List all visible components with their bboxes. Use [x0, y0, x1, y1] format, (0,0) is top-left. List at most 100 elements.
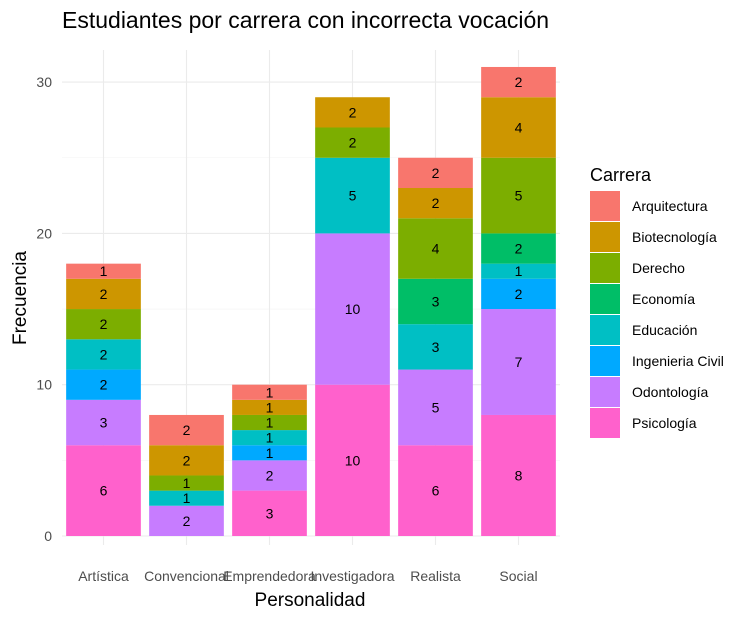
bar-segment — [149, 414, 224, 446]
bar-segment — [481, 157, 556, 234]
bar-stack: 2 11 2 2 — [149, 414, 224, 536]
bar-stack: 8 7 2 1 2 5 4 2 — [481, 66, 556, 536]
bar-value-label: 1 — [183, 490, 191, 506]
legend-label: Ingenieria Civil — [632, 353, 724, 369]
bar-stacks: 6322221211223211111101052265334228721254… — [66, 66, 556, 536]
legend-item: Psicología — [590, 408, 697, 438]
bar-segment — [66, 278, 141, 310]
bar-segment — [149, 505, 224, 536]
bar-segment — [232, 414, 307, 431]
bar-segment — [232, 445, 307, 461]
bar-value-label: 6 — [100, 483, 108, 499]
bar-segment — [481, 309, 556, 415]
legend-swatch — [590, 377, 620, 407]
bar-segment — [315, 127, 390, 158]
bar-segment — [149, 445, 224, 476]
bar-segment — [66, 263, 141, 279]
bar-value-label: 2 — [100, 286, 108, 302]
bar-segment — [66, 309, 141, 340]
bar-value-label: 7 — [515, 354, 523, 370]
bar-segment — [398, 188, 473, 219]
bar-value-label: 1 — [183, 475, 191, 491]
bar-value-label: 2 — [515, 286, 523, 302]
bar-segment — [232, 399, 307, 415]
legend-title: Carrera — [590, 165, 652, 185]
legend-label: Psicología — [632, 415, 697, 431]
bar-value-label: 3 — [266, 505, 274, 521]
bar-segment — [149, 490, 224, 506]
bar-segment — [315, 384, 390, 536]
legend: Carrera Arquitectura Biotecnología Derecho… — [590, 165, 724, 438]
bar-value-label: 5 — [515, 188, 523, 204]
y-tick-label: 0 — [44, 528, 52, 544]
legend-swatch — [590, 253, 620, 283]
bar-stack: 6 5 3 3 4 2 2 — [398, 157, 473, 536]
y-tick-label: 20 — [36, 225, 52, 241]
x-tick-label: Realista — [410, 568, 461, 584]
bar-segment — [232, 460, 307, 491]
legend-item: Economía — [590, 284, 695, 314]
chart-title: Estudiantes por carrera con incorrecta v… — [62, 7, 549, 33]
bar-value-label: 1 — [266, 430, 274, 446]
bar-value-label: 3 — [100, 415, 108, 431]
bar-value-label: 10 — [345, 452, 361, 468]
legend-item: Biotecnología — [590, 222, 717, 252]
legend-swatch — [590, 284, 620, 314]
legend-item: Derecho — [590, 253, 685, 283]
bar-value-label: 8 — [515, 467, 523, 483]
legend-swatch — [590, 191, 620, 221]
bar-value-label: 2 — [183, 422, 191, 438]
bar-segment — [481, 278, 556, 310]
bar-value-label: 2 — [100, 316, 108, 332]
bar-segment — [481, 263, 556, 279]
bar-segment — [232, 384, 307, 400]
bar-value-label: 3 — [432, 293, 440, 309]
bar-value-label: 2 — [349, 135, 357, 151]
legend-item: Odontología — [590, 377, 708, 407]
bar-segment — [481, 233, 556, 264]
bar-value-label: 5 — [432, 399, 440, 415]
legend-label: Derecho — [632, 260, 685, 276]
bar-value-label: 2 — [515, 241, 523, 257]
x-tick-label: Social — [499, 568, 537, 584]
bar-value-label: 2 — [432, 195, 440, 211]
legend-label: Odontología — [632, 384, 708, 400]
y-axis-title: Frecuencia — [10, 251, 31, 345]
legend-swatch — [590, 315, 620, 345]
bar-segment — [66, 369, 141, 400]
bar-value-label: 2 — [183, 452, 191, 468]
x-tick-label: Investigadora — [310, 568, 394, 584]
x-axis-ticks: Artística ConvencionalEmprendedoraInvesti… — [78, 568, 537, 584]
legend-label: Arquitectura — [632, 198, 708, 214]
legend-item: Arquitectura — [590, 191, 708, 221]
bar-value-label: 3 — [432, 339, 440, 355]
bar-value-label: 2 — [266, 467, 274, 483]
bar-value-label: 5 — [349, 188, 357, 204]
legend-label: Biotecnología — [632, 229, 717, 245]
bar-segment — [398, 278, 473, 325]
y-tick-label: 10 — [36, 377, 52, 393]
bar-value-label: 4 — [432, 241, 440, 257]
bar-segment — [66, 445, 141, 536]
bar-value-label: 1 — [266, 384, 274, 400]
bar-value-label: 4 — [515, 119, 523, 135]
bar-segment — [481, 414, 556, 536]
y-tick-label: 30 — [36, 74, 52, 90]
bar-segment — [232, 430, 307, 446]
bar-stack: 10 10 5 2 2 — [315, 97, 390, 536]
bar-value-label: 2 — [515, 74, 523, 90]
bar-segment — [398, 324, 473, 370]
x-tick-label: Convencional — [144, 568, 229, 584]
bar-segment — [66, 339, 141, 370]
bar-segment — [315, 233, 390, 385]
bar-value-label: 2 — [349, 104, 357, 120]
x-axis-title: Personalidad — [255, 590, 366, 611]
legend-swatch — [590, 408, 620, 438]
bar-stack: 6 3 2 2 2 2 1 — [66, 263, 141, 536]
bar-value-label: 1 — [266, 415, 274, 431]
bar-segment — [315, 157, 390, 234]
bar-value-label: 2 — [100, 346, 108, 362]
legend-label: Educación — [632, 322, 697, 338]
